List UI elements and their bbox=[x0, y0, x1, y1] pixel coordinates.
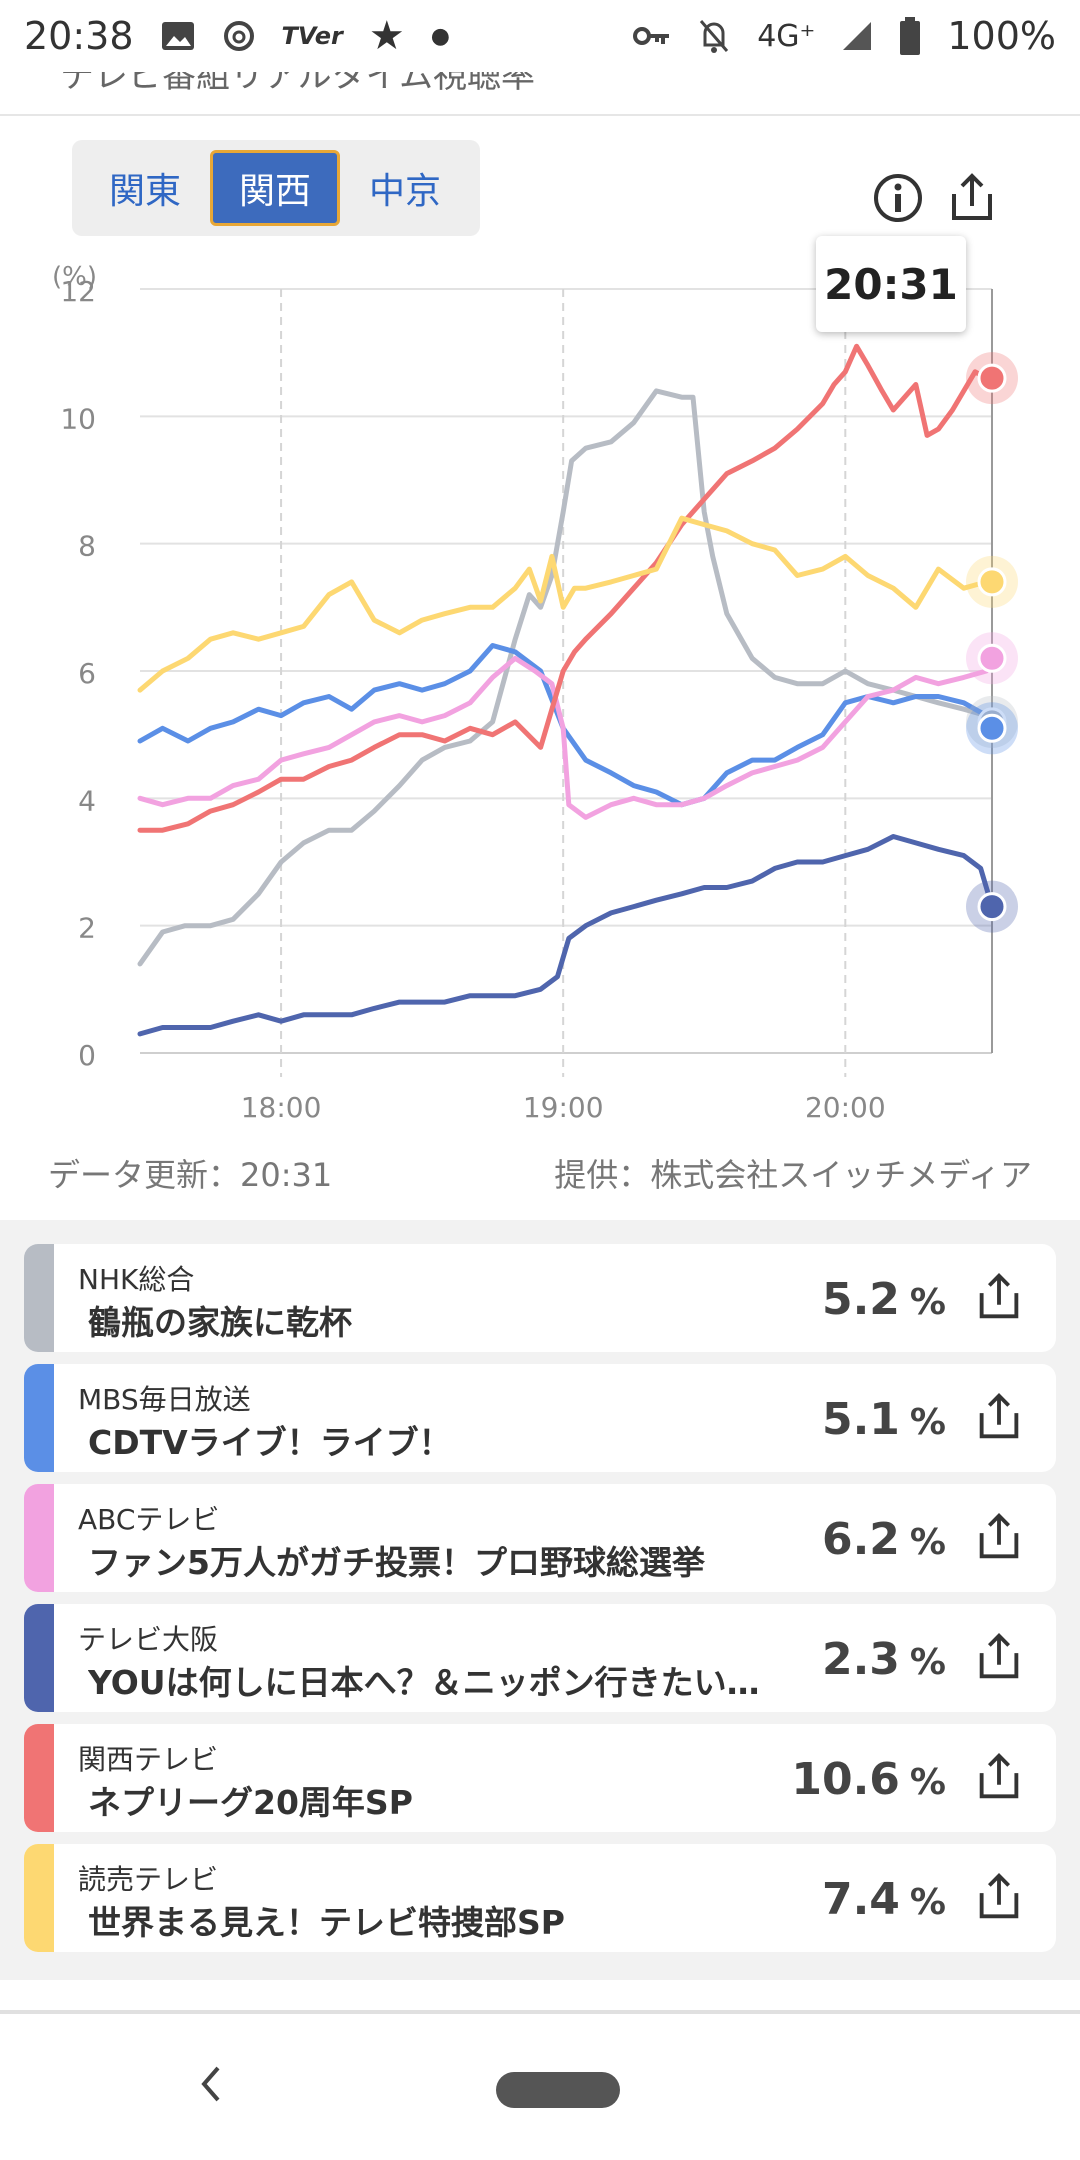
network-type: 4G⁺ bbox=[757, 18, 816, 54]
y-unit-label: (%) bbox=[52, 262, 97, 292]
tab-kanto[interactable]: 関東 bbox=[108, 171, 181, 212]
program-card-tv-osaka[interactable]: テレビ大阪 YOUは何しに日本へ？＆ニッポン行きたい人応援団 2.3% bbox=[24, 1604, 1056, 1712]
channel-color-bar bbox=[24, 1724, 54, 1832]
program-card-abc[interactable]: ABCテレビ ファン5万人がガチ投票！プロ野球総選挙 6.2% bbox=[24, 1484, 1056, 1592]
y-tick-label: 12 bbox=[60, 275, 96, 308]
x-tick-label: 19:00 bbox=[523, 1091, 604, 1124]
program-title: YOUは何しに日本へ？＆ニッポン行きたい人応援団 bbox=[88, 1663, 788, 1702]
channel-color-bar bbox=[24, 1244, 54, 1352]
rating-line-chart[interactable]: 0 2 4 6 8 10 12(%) 18:00 19:00 20:00 bbox=[0, 250, 1080, 1150]
program-card-mbs[interactable]: MBS毎日放送 CDTVライブ！ライブ！ 5.1% bbox=[24, 1364, 1056, 1472]
time-tooltip: 20:31 bbox=[816, 236, 966, 332]
status-time: 20:38 bbox=[24, 14, 134, 58]
gallery-icon bbox=[160, 18, 196, 54]
series-end-point bbox=[977, 363, 1007, 393]
x-tick-label: 18:00 bbox=[241, 1091, 322, 1124]
series-line bbox=[137, 515, 995, 693]
program-card-ytv[interactable]: 読売テレビ 世界まる見え！テレビ特捜部SP 7.4% bbox=[24, 1844, 1056, 1952]
share-icon[interactable] bbox=[972, 1630, 1026, 1684]
series-end-point bbox=[977, 892, 1007, 922]
channel-name: ABCテレビ bbox=[78, 1503, 220, 1536]
program-title: 世界まる見え！テレビ特捜部SP bbox=[88, 1903, 565, 1942]
y-tick-label: 10 bbox=[60, 402, 96, 435]
program-title: CDTVライブ！ライブ！ bbox=[88, 1423, 452, 1462]
y-tick-label: 2 bbox=[78, 912, 96, 945]
program-title: ファン5万人がガチ投票！プロ野球総選挙 bbox=[88, 1543, 705, 1582]
mute-bell-icon bbox=[697, 17, 731, 55]
info-icon[interactable] bbox=[870, 170, 926, 226]
series-line bbox=[137, 343, 995, 833]
series-end-point bbox=[977, 643, 1007, 673]
rating-value: 5.2% bbox=[821, 1274, 946, 1325]
program-title: ネプリーグ20周年SP bbox=[88, 1783, 413, 1822]
channel-color-bar bbox=[24, 1604, 54, 1712]
y-tick-label: 4 bbox=[78, 784, 96, 817]
channel-name: NHK総合 bbox=[78, 1263, 195, 1296]
channel-color-bar bbox=[24, 1484, 54, 1592]
series-end-point bbox=[977, 713, 1007, 743]
channel-color-bar bbox=[24, 1844, 54, 1952]
data-credit: 提供：株式会社スイッチメディア bbox=[554, 1156, 1032, 1194]
share-icon[interactable] bbox=[972, 1870, 1026, 1924]
x-tick-label: 20:00 bbox=[805, 1091, 886, 1124]
rating-value: 5.1% bbox=[821, 1394, 946, 1445]
y-tick-label: 0 bbox=[78, 1039, 96, 1072]
tver-icon: TVer bbox=[281, 22, 343, 50]
y-tick-label: 8 bbox=[78, 530, 96, 563]
series-line bbox=[137, 655, 995, 820]
rating-value: 2.3% bbox=[821, 1634, 946, 1685]
vpn-key-icon bbox=[633, 24, 671, 48]
home-pill[interactable] bbox=[496, 2072, 620, 2108]
series-end-point bbox=[977, 567, 1007, 597]
battery-level: 100% bbox=[947, 14, 1056, 58]
y-tick-label: 6 bbox=[78, 657, 96, 690]
dot-icon: ● bbox=[430, 23, 450, 49]
system-nav-bar bbox=[0, 2010, 1080, 2160]
tab-chukyo[interactable]: 中京 bbox=[368, 171, 441, 212]
rating-value: 7.4% bbox=[821, 1874, 946, 1925]
channel-name: MBS毎日放送 bbox=[78, 1383, 251, 1416]
share-icon[interactable] bbox=[944, 170, 1000, 226]
threads-icon bbox=[222, 18, 256, 54]
program-title: 鶴瓶の家族に乾杯 bbox=[88, 1303, 352, 1342]
share-icon[interactable] bbox=[972, 1750, 1026, 1804]
region-tabs: 関東 関西 中京 bbox=[72, 140, 480, 236]
chart-footer: データ更新：20:31 提供：株式会社スイッチメディア bbox=[48, 1150, 1032, 1196]
share-icon[interactable] bbox=[972, 1270, 1026, 1324]
channel-name: 読売テレビ bbox=[78, 1863, 219, 1896]
data-update-time: データ更新：20:31 bbox=[48, 1156, 333, 1194]
series-line bbox=[137, 388, 995, 967]
channel-name: 関西テレビ bbox=[78, 1743, 219, 1776]
program-card-kansai-tv[interactable]: 関西テレビ ネプリーグ20周年SP 10.6% bbox=[24, 1724, 1056, 1832]
tab-kansai[interactable]: 関西 bbox=[210, 150, 340, 226]
series-line bbox=[137, 834, 995, 1037]
signal-icon bbox=[841, 20, 873, 52]
channel-name: テレビ大阪 bbox=[78, 1623, 219, 1656]
page-header-cut: テレビ番組リアルタイム視聴率 bbox=[0, 72, 1080, 116]
program-card-nhk[interactable]: NHK総合 鶴瓶の家族に乾杯 5.2% bbox=[24, 1244, 1056, 1352]
rating-value: 10.6% bbox=[791, 1754, 946, 1805]
share-icon[interactable] bbox=[972, 1390, 1026, 1444]
battery-icon bbox=[899, 17, 921, 55]
channel-color-bar bbox=[24, 1364, 54, 1472]
status-bar: 20:38 TVer ★ ● 4G⁺ 100% bbox=[0, 0, 1080, 72]
rating-value: 6.2% bbox=[821, 1514, 946, 1565]
share-icon[interactable] bbox=[972, 1510, 1026, 1564]
back-icon[interactable] bbox=[190, 2058, 230, 2110]
star-icon: ★ bbox=[368, 13, 405, 59]
